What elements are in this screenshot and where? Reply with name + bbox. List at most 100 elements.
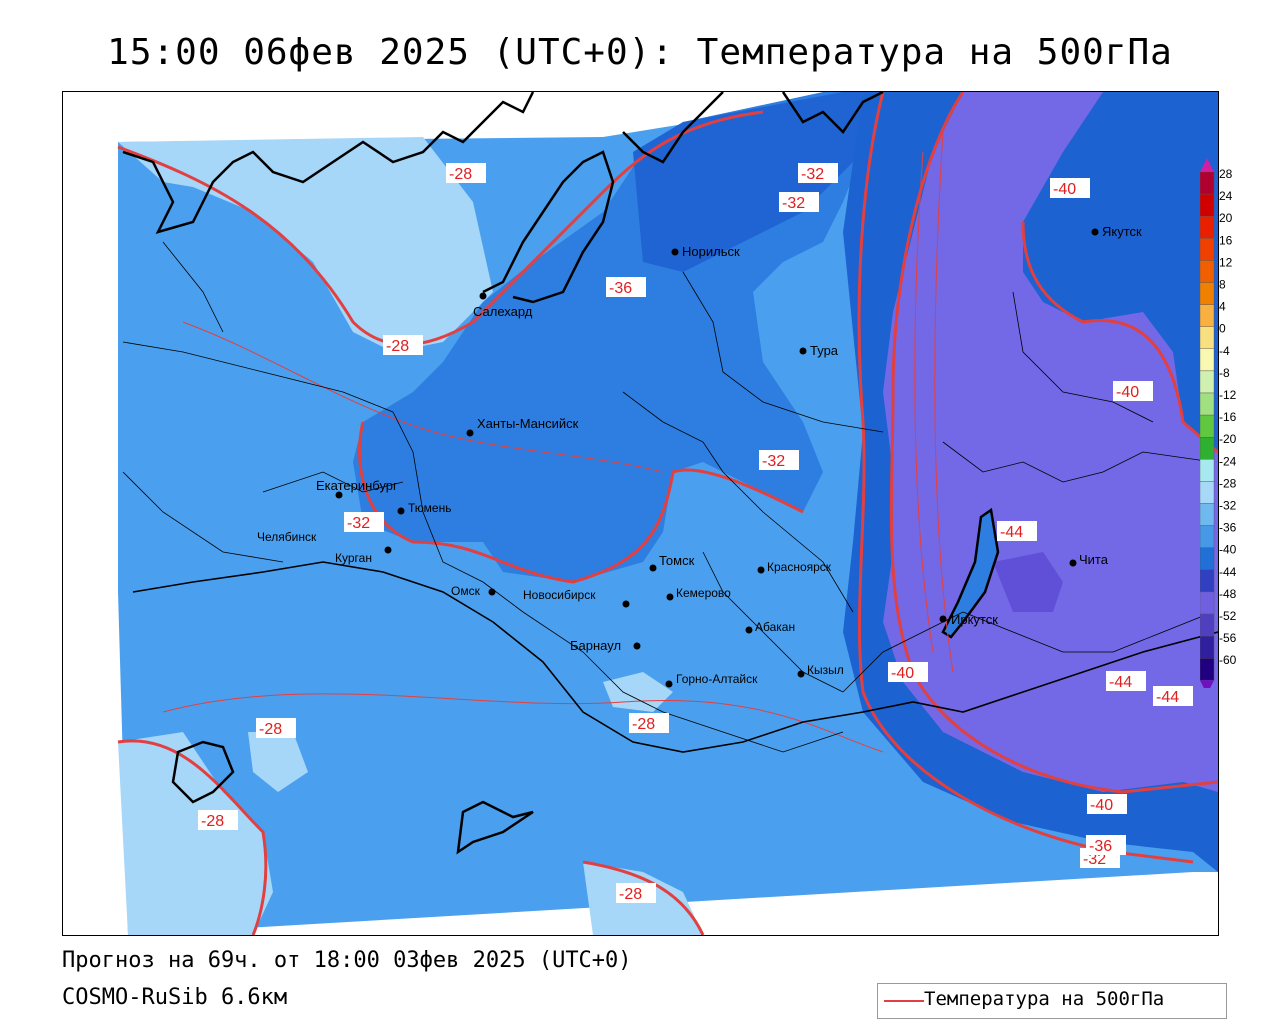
coastline: [171, 740, 235, 804]
contour-label: -28: [449, 166, 472, 183]
city-label: Омск: [451, 584, 481, 598]
colorbar-swatch: [1199, 503, 1215, 526]
temperature-map[interactable]: Салехард Норильск Тура Якутск Ханты-Манс…: [62, 91, 1219, 936]
colorbar-tick-label: -24: [1219, 454, 1237, 468]
legend-label: Температура на 500гПа: [924, 988, 1165, 1010]
coastline: [622, 92, 724, 164]
colorbar-top-arrow: [1200, 158, 1214, 172]
city-label: Красноярск: [767, 560, 832, 574]
contour-line: [117, 110, 764, 346]
city-label: Иркутск: [951, 612, 998, 627]
city-dot-krasnoyarsk: [757, 566, 765, 574]
city-label: Кемерово: [676, 586, 731, 600]
colorbar-tick-label: -32: [1219, 499, 1237, 513]
zone-minus24-islet2: [248, 732, 308, 792]
isotherm: [162, 693, 884, 753]
city-dot-khanty-mansiysk: [466, 429, 474, 437]
colorbar-tick-label: -40: [1219, 543, 1237, 557]
city-label: Томск: [659, 553, 695, 568]
model-name: COSMO-RuSib 6.6км: [62, 985, 288, 1010]
colorbar-tick-label: -20: [1219, 432, 1237, 446]
isotherm: [182, 321, 664, 473]
city-label: Якутск: [1102, 224, 1142, 239]
map-canvas: Салехард Норильск Тура Якутск Ханты-Манс…: [117, 92, 1218, 935]
colorbar-tick-label: 12: [1219, 255, 1233, 269]
contour-label: -40: [1116, 384, 1139, 401]
colorbar-tick-label: 28: [1219, 167, 1233, 181]
city-dot-novosibirsk: [622, 600, 630, 608]
contour-label: -28: [386, 338, 409, 355]
city-markers: Салехард Норильск Тура Якутск Ханты-Манс…: [257, 224, 1142, 688]
zone-minus36-north: [633, 92, 873, 272]
city-label: Норильск: [682, 244, 740, 259]
colorbar-swatch: [1199, 613, 1215, 637]
city-dot-salekhard: [479, 292, 487, 300]
city-label: Тура: [810, 343, 839, 358]
city-dot-chita: [1069, 559, 1077, 567]
city-label: Новосибирск: [523, 588, 596, 602]
contour-label: -44: [1000, 524, 1023, 541]
colorbar-tick-label: -36: [1219, 521, 1237, 535]
colorbar-swatch: [1199, 658, 1215, 681]
city-label: Курган: [335, 551, 372, 565]
city-dot-yekaterinburg: [335, 491, 343, 499]
isotherm: [934, 131, 954, 673]
contour-label: -40: [1090, 797, 1113, 814]
colorbar-tick-label: -4: [1219, 344, 1230, 358]
colorbar-swatch: [1199, 414, 1215, 438]
city-dot-tyumen: [397, 507, 405, 515]
city-label: Горно-Алтайск: [676, 672, 758, 686]
city-label: Абакан: [755, 620, 795, 634]
contour-label: -28: [201, 813, 224, 830]
colorbar-tick-label: -12: [1219, 388, 1237, 402]
colorbar-tick-label: -56: [1219, 631, 1237, 645]
colorbar-tick-label: 20: [1219, 211, 1233, 225]
city-dot-omsk: [488, 588, 496, 596]
colorbar-tick-label: -8: [1219, 366, 1230, 380]
colorbar-swatch: [1199, 171, 1215, 195]
contour-label: -44: [1109, 674, 1132, 691]
region-borders: [122, 241, 1214, 753]
legend-line-swatch: [884, 1000, 924, 1002]
colorbar-tick-label: 16: [1219, 233, 1233, 247]
colorbar-tick-label: 4: [1219, 300, 1226, 314]
colorbar-swatch: [1199, 547, 1215, 571]
map-title: 15:00 06фев 2025 (UTC+0): Температура на…: [107, 32, 1173, 73]
contour-label: -32: [801, 166, 824, 183]
contour-label: -28: [632, 716, 655, 733]
lake-baikal: [941, 507, 1000, 639]
contour-line: [582, 860, 705, 935]
contour-label: -28: [619, 886, 642, 903]
city-dot-abakan: [745, 626, 753, 634]
city-label: Кызыл: [807, 663, 844, 677]
city-dot-norilsk: [671, 248, 679, 256]
zone-minus24-sw: [118, 732, 273, 935]
isotherm: [914, 151, 934, 653]
contour-label: -36: [609, 280, 632, 297]
colorbar-swatch: [1199, 370, 1215, 394]
colorbar-swatch: [1199, 193, 1215, 217]
city-dot-irkutsk: [939, 615, 947, 623]
city-label: Челябинск: [257, 530, 317, 544]
coastline: [122, 92, 535, 234]
colorbar-tick-label: 0: [1219, 322, 1226, 336]
colorbar-tick-label: -52: [1219, 609, 1237, 623]
colorbar-swatch: [1199, 635, 1215, 659]
forecast-info: Прогноз на 69ч. от 18:00 03фев 2025 (UTC…: [62, 948, 632, 973]
contour-label: -32: [347, 515, 370, 532]
contour-label: -36: [1089, 838, 1112, 855]
colorbar: 28 24 20 16 12 8 4 0 -4 -8 -12 -16 -20 -24 -28 -32 -36 -4…: [1199, 158, 1280, 695]
city-dot-tura: [799, 347, 807, 355]
colorbar-swatch: [1199, 216, 1215, 239]
city-label: Чита: [1079, 552, 1109, 567]
colorbar-swatch: [1199, 459, 1215, 482]
contour-label: -28: [259, 721, 282, 738]
contour-line: [117, 739, 268, 935]
contour-label: -32: [782, 195, 805, 212]
coastline: [482, 150, 615, 304]
city-label: Барнаул: [570, 638, 621, 653]
city-label: Тюмень: [408, 501, 451, 515]
zone-minus44: [993, 552, 1063, 612]
colorbar-swatch: [1199, 348, 1215, 372]
city-dot-kurgan: [384, 546, 392, 554]
